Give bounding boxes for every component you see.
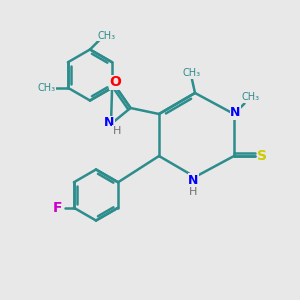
Text: CH₃: CH₃ <box>37 83 56 93</box>
Text: H: H <box>189 187 198 197</box>
Text: CH₃: CH₃ <box>183 68 201 79</box>
Text: N: N <box>230 106 241 119</box>
Text: CH₃: CH₃ <box>242 92 260 103</box>
Text: O: O <box>110 76 122 89</box>
Text: H: H <box>113 125 121 136</box>
Text: F: F <box>53 201 62 215</box>
Text: S: S <box>257 149 268 163</box>
Text: CH₃: CH₃ <box>98 31 116 41</box>
Text: N: N <box>104 116 115 130</box>
Text: N: N <box>188 173 199 187</box>
